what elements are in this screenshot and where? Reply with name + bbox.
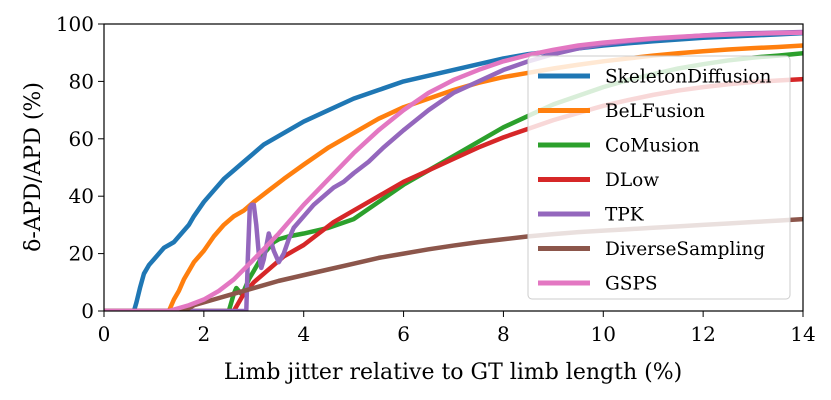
y-tick-label: 20 bbox=[69, 242, 94, 266]
y-axis: 0 20 40 60 80 100 bbox=[56, 12, 104, 323]
legend: SkeletonDiffusion BeLFusion CoMusion DLow TP… bbox=[527, 55, 791, 300]
y-axis-label: δ-APD/APD (%) bbox=[21, 82, 46, 252]
legend-label-skeleton-diffusion: SkeletonDiffusion bbox=[605, 67, 772, 88]
x-tick-label: 4 bbox=[297, 322, 310, 346]
legend-box bbox=[527, 55, 791, 300]
y-tick-label: 0 bbox=[81, 299, 94, 323]
legend-label-be-lfusion: BeLFusion bbox=[605, 101, 705, 122]
x-tick-label: 6 bbox=[397, 322, 410, 346]
y-tick-label: 40 bbox=[69, 184, 94, 208]
x-tick-label: 2 bbox=[197, 322, 210, 346]
y-tick-label: 100 bbox=[56, 12, 94, 36]
y-tick-label: 80 bbox=[69, 69, 94, 93]
legend-label-co-musion: CoMusion bbox=[605, 136, 700, 157]
x-tick-label: 10 bbox=[591, 322, 616, 346]
x-tick-label: 14 bbox=[790, 322, 815, 346]
x-tick-label: 0 bbox=[98, 322, 111, 346]
series-layer bbox=[104, 29, 803, 311]
y-tick-label: 60 bbox=[69, 127, 94, 151]
plot-frame bbox=[103, 23, 804, 312]
legend-label-tpk: TPK bbox=[605, 205, 645, 226]
series-line-gsps bbox=[104, 30, 803, 311]
x-tick-label: 12 bbox=[690, 322, 715, 346]
x-axis-label: Limb jitter relative to GT limb length (… bbox=[224, 360, 682, 385]
x-axis: 0 2 4 6 8 10 12 14 bbox=[98, 311, 816, 346]
legend-label-gsps: GSPS bbox=[605, 274, 658, 295]
x-tick-label: 8 bbox=[497, 322, 510, 346]
legend-label-diverse-sampling: DiverseSampling bbox=[605, 239, 765, 260]
legend-label-dlow: DLow bbox=[605, 170, 659, 191]
